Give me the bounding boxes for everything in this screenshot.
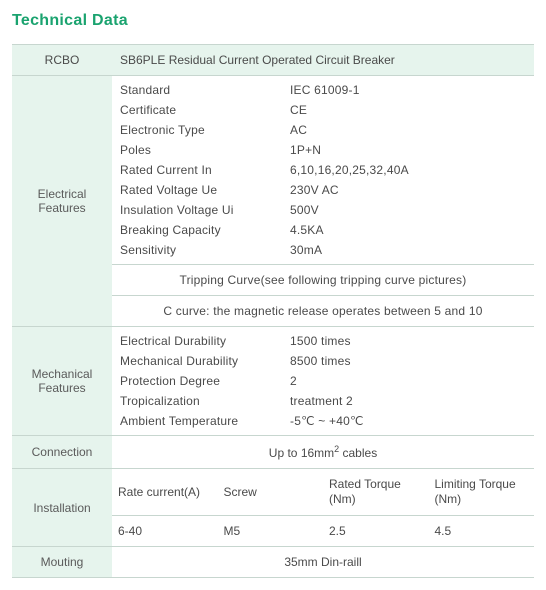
- connection-pre: Up to 16mm: [269, 446, 334, 460]
- inst-col-0: Rate current(A): [112, 469, 218, 516]
- kv-val: treatment 2: [290, 394, 534, 408]
- kv-val: -5℃ ~ +40℃: [290, 414, 534, 428]
- kv-key: Mechanical Durability: [120, 354, 290, 368]
- inst-col-2: Rated Torque (Nm): [323, 469, 429, 516]
- electrical-note1: Tripping Curve(see following tripping cu…: [112, 265, 534, 296]
- kv-key: Electrical Durability: [120, 334, 290, 348]
- kv-val: AC: [290, 123, 534, 137]
- electrical-label: Electrical Features: [12, 76, 112, 327]
- installation-table: Rate current(A) Screw Rated Torque (Nm) …: [112, 469, 534, 546]
- installation-row: Installation Rate current(A) Screw Rated…: [12, 469, 534, 547]
- connection-post: cables: [339, 446, 377, 460]
- inst-cell-1: M5: [218, 516, 324, 547]
- kv-val: 6,10,16,20,25,32,40A: [290, 163, 534, 177]
- kv-val: 230V AC: [290, 183, 534, 197]
- kv-val: 1P+N: [290, 143, 534, 157]
- header-value: SB6PLE Residual Current Operated Circuit…: [112, 45, 534, 76]
- kv-val: 8500 times: [290, 354, 534, 368]
- kv-key: Rated Current In: [120, 163, 290, 177]
- electrical-note2: C curve: the magnetic release operates b…: [112, 296, 534, 327]
- electrical-row: Electrical Features StandardIEC 61009-1 …: [12, 76, 534, 265]
- kv-key: Standard: [120, 83, 290, 97]
- mounting-label: Mouting: [12, 547, 112, 578]
- electrical-values: StandardIEC 61009-1 CertificateCE Electr…: [112, 76, 534, 265]
- mounting-row: Mouting 35mm Din-raill: [12, 547, 534, 578]
- kv-val: 2: [290, 374, 534, 388]
- kv-key: Sensitivity: [120, 243, 290, 257]
- header-label: RCBO: [12, 45, 112, 76]
- kv-key: Insulation Voltage Ui: [120, 203, 290, 217]
- kv-key: Protection Degree: [120, 374, 290, 388]
- inst-col-1: Screw: [218, 469, 324, 516]
- kv-key: Poles: [120, 143, 290, 157]
- connection-row: Connection Up to 16mm2 cables: [12, 436, 534, 469]
- kv-val: IEC 61009-1: [290, 83, 534, 97]
- inst-cell-2: 2.5: [323, 516, 429, 547]
- kv-key: Tropicalization: [120, 394, 290, 408]
- kv-key: Electronic Type: [120, 123, 290, 137]
- inst-cell-0: 6-40: [112, 516, 218, 547]
- installation-label: Installation: [12, 469, 112, 547]
- kv-key: Ambient Temperature: [120, 414, 290, 428]
- mechanical-row: Mechanical Features Electrical Durabilit…: [12, 327, 534, 436]
- connection-label: Connection: [12, 436, 112, 469]
- kv-val: 500V: [290, 203, 534, 217]
- inst-cell-3: 4.5: [429, 516, 535, 547]
- mechanical-label: Mechanical Features: [12, 327, 112, 436]
- connection-value: Up to 16mm2 cables: [112, 436, 534, 469]
- kv-val: CE: [290, 103, 534, 117]
- header-row: RCBO SB6PLE Residual Current Operated Ci…: [12, 45, 534, 76]
- mechanical-values: Electrical Durability1500 times Mechanic…: [112, 327, 534, 436]
- kv-key: Breaking Capacity: [120, 223, 290, 237]
- mounting-value: 35mm Din-raill: [112, 547, 534, 578]
- kv-val: 4.5KA: [290, 223, 534, 237]
- spec-table: RCBO SB6PLE Residual Current Operated Ci…: [12, 44, 534, 578]
- kv-val: 1500 times: [290, 334, 534, 348]
- kv-val: 30mA: [290, 243, 534, 257]
- inst-col-3: Limiting Torque (Nm): [429, 469, 535, 516]
- page-title: Technical Data: [12, 12, 534, 30]
- kv-key: Certificate: [120, 103, 290, 117]
- installation-values: Rate current(A) Screw Rated Torque (Nm) …: [112, 469, 534, 547]
- kv-key: Rated Voltage Ue: [120, 183, 290, 197]
